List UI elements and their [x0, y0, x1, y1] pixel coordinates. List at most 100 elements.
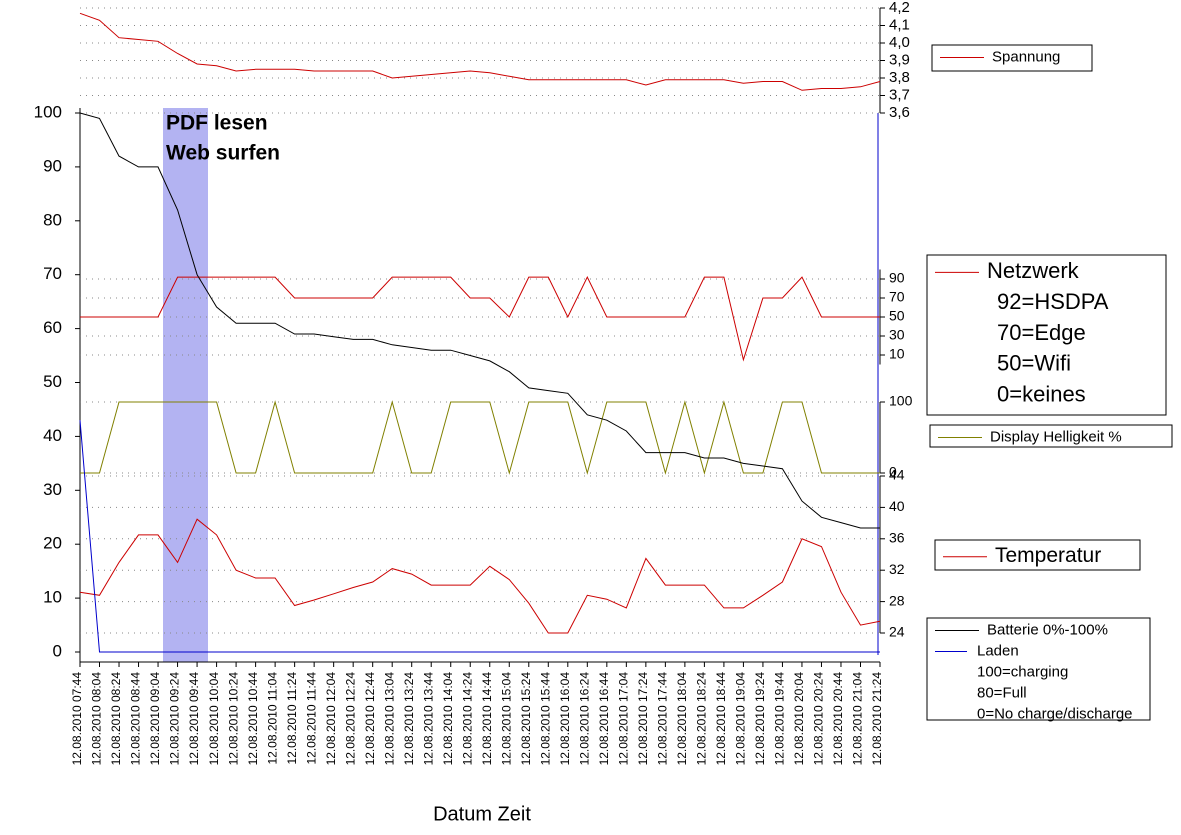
x-tick-label: 12.08.2010 21:04: [851, 672, 865, 766]
x-tick-label: 12.08.2010 09:24: [168, 672, 182, 766]
y-tick-label: 100: [34, 102, 62, 121]
x-tick-label: 12.08.2010 14:24: [460, 672, 474, 766]
y2-tick-label: 3,9: [889, 51, 910, 68]
legend-note: 70=Edge: [997, 320, 1086, 345]
y2-tick-label: 44: [889, 467, 905, 483]
y2-tick-label: 0: [889, 464, 897, 480]
y2-tick-label: 30: [889, 327, 905, 343]
y-tick-label: 70: [43, 264, 62, 283]
legend-label: Batterie 0%-100%: [987, 621, 1108, 638]
y2-tick-label: 4,1: [889, 16, 910, 33]
x-tick-label: 12.08.2010 08:04: [90, 672, 104, 766]
x-tick-label: 12.08.2010 19:04: [734, 672, 748, 766]
legend-label: Temperatur: [995, 544, 1101, 567]
x-tick-label: 12.08.2010 20:04: [792, 672, 806, 766]
y-tick-label: 20: [43, 534, 62, 553]
series-line: [80, 275, 880, 362]
legend-note: 50=Wifi: [997, 351, 1071, 376]
legend-note: 92=HSDPA: [997, 289, 1109, 314]
x-tick-label: 12.08.2010 09:04: [148, 672, 162, 766]
x-tick-label: 12.08.2010 17:44: [656, 672, 670, 766]
legend-box: [926, 617, 1151, 721]
x-tick-label: 12.08.2010 13:04: [382, 672, 396, 766]
x-tick-label: 12.08.2010 17:24: [636, 672, 650, 766]
annotation: Web surfen: [166, 142, 280, 165]
x-tick-label: 12.08.2010 12:04: [324, 672, 338, 766]
highlight-span: [163, 108, 208, 662]
x-tick-label: 12.08.2010 14:44: [480, 672, 494, 766]
legend-label: Netzwerk: [987, 258, 1080, 283]
annotation: PDF lesen: [166, 112, 268, 135]
x-tick-label: 12.08.2010 15:24: [519, 672, 533, 766]
y2-tick-label: 32: [889, 561, 905, 577]
x-tick-label: 12.08.2010 10:44: [246, 672, 260, 766]
y2-tick-label: 40: [889, 498, 905, 514]
x-tick-label: 12.08.2010 16:24: [577, 672, 591, 766]
x-tick-label: 12.08.2010 19:44: [773, 672, 787, 766]
legend-box: [929, 424, 1173, 448]
y-tick-label: 0: [53, 641, 62, 660]
x-tick-label: 12.08.2010 19:24: [753, 672, 767, 766]
legend-note: 0=No charge/discharge: [977, 705, 1133, 722]
series-line: [79, 112, 880, 529]
y2-tick-label: 3,8: [889, 69, 910, 86]
y2-tick-label: 4,2: [889, 0, 910, 16]
y-tick-label: 30: [43, 480, 62, 499]
series-line: [80, 400, 880, 475]
y2-tick-label: 3,7: [889, 86, 910, 103]
x-axis-title: Datum Zeit: [433, 803, 531, 825]
x-tick-label: 12.08.2010 16:44: [597, 672, 611, 766]
legend-box: [934, 539, 1141, 571]
legend-label: Laden: [977, 642, 1019, 659]
legend-label: Spannung: [992, 48, 1060, 65]
x-tick-label: 12.08.2010 12:24: [343, 672, 357, 766]
x-tick-label: 12.08.2010 15:44: [538, 672, 552, 766]
x-tick-label: 12.08.2010 17:04: [617, 672, 631, 766]
x-tick-label: 12.08.2010 11:04: [265, 672, 279, 765]
x-tick-label: 12.08.2010 07:44: [70, 672, 84, 766]
x-tick-label: 12.08.2010 13:44: [421, 672, 435, 766]
x-tick-label: 12.08.2010 20:44: [831, 672, 845, 766]
series-line: [79, 12, 881, 91]
y-tick-label: 50: [43, 372, 62, 391]
y2-tick-label: 90: [889, 270, 905, 286]
y-tick-label: 80: [43, 210, 62, 229]
legend-note: 100=charging: [977, 663, 1068, 680]
x-tick-label: 12.08.2010 11:44: [304, 672, 318, 765]
x-tick-label: 12.08.2010 08:24: [109, 672, 123, 766]
series-line: [79, 518, 881, 634]
x-tick-label: 12.08.2010 09:44: [187, 672, 201, 766]
x-tick-label: 12.08.2010 14:04: [441, 672, 455, 766]
legend-note: 80=Full: [977, 684, 1027, 701]
x-tick-label: 12.08.2010 18:44: [714, 672, 728, 766]
x-tick-label: 12.08.2010 20:24: [812, 672, 826, 766]
x-tick-label: 12.08.2010 15:04: [499, 672, 513, 766]
y2-tick-label: 3,6: [889, 104, 910, 121]
x-tick-label: 12.08.2010 12:44: [363, 672, 377, 766]
x-tick-label: 12.08.2010 10:24: [226, 672, 240, 766]
x-tick-label: 12.08.2010 11:24: [285, 672, 299, 765]
y2-tick-label: 50: [889, 308, 905, 324]
x-tick-label: 12.08.2010 13:24: [402, 672, 416, 766]
series-line: [79, 420, 880, 653]
legend-label: Display Helligkeit %: [990, 428, 1122, 445]
y2-tick-label: 24: [889, 624, 905, 640]
y-tick-label: 90: [43, 156, 62, 175]
x-tick-label: 12.08.2010 21:24: [870, 672, 884, 766]
y-tick-label: 10: [43, 588, 62, 607]
y-tick-label: 40: [43, 426, 62, 445]
x-tick-label: 12.08.2010 16:04: [558, 672, 572, 766]
y2-tick-label: 28: [889, 592, 905, 608]
x-tick-label: 12.08.2010 18:24: [695, 672, 709, 766]
x-tick-label: 12.08.2010 08:44: [129, 672, 143, 766]
legend-box: [926, 254, 1167, 416]
y2-tick-label: 36: [889, 530, 905, 546]
y2-tick-label: 70: [889, 289, 905, 305]
y2-tick-label: 4,0: [889, 34, 910, 51]
y2-tick-label: 100: [889, 393, 913, 409]
y-tick-label: 60: [43, 318, 62, 337]
y2-tick-label: 10: [889, 346, 905, 362]
x-tick-label: 12.08.2010 18:04: [675, 672, 689, 766]
x-tick-label: 12.08.2010 10:04: [207, 672, 221, 766]
